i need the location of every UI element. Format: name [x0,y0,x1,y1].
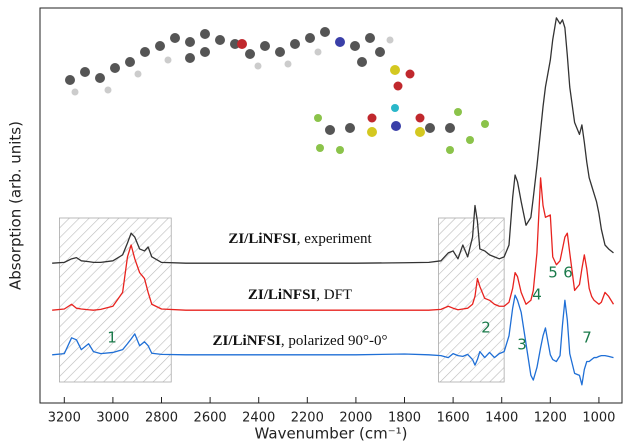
series-label: ZI/LiNFSI, experiment [228,231,372,247]
x-tick-label: 1800 [388,411,421,426]
x-tick-label: 3000 [96,411,129,426]
x-tick-label: 1600 [437,411,470,426]
page: 3200 3000 2800 2600 2400 2200 2000 1800 1600 1400… [0,0,624,443]
x-tick-label: 2600 [194,411,227,426]
peak-annotation: 5 [548,264,558,282]
x-tick-label: 2800 [145,411,178,426]
x-tick-label: 1200 [534,411,567,426]
x-axis-label: Wavenumber (cm⁻¹) [255,425,408,443]
peak-annotation: 1 [107,329,117,347]
x-tick-label: 2400 [242,411,275,426]
series-label: ZI/LiNFSI, polarized 90°-0° [213,333,388,349]
peak-annotation: 4 [532,286,542,304]
molecule [65,27,489,154]
shaded-region [59,218,171,382]
peak-annotation: 6 [563,264,573,282]
peak-annotation: 7 [582,329,592,347]
x-tick-label: 2000 [339,411,372,426]
x-tick-label: 1400 [485,411,518,426]
peak-annotation: 2 [481,319,491,337]
chart: 3200 3000 2800 2600 2400 2200 2000 1800 1600 1400… [0,0,624,443]
x-tick-label: 3200 [48,411,81,426]
y-axis-label: Absorption (arb. units) [7,121,25,290]
x-tick-label: 2200 [291,411,324,426]
x-tick-label: 1000 [582,411,615,426]
peak-annotation: 3 [517,336,527,354]
series-label: ZI/LiNFSI, DFT [248,287,352,303]
